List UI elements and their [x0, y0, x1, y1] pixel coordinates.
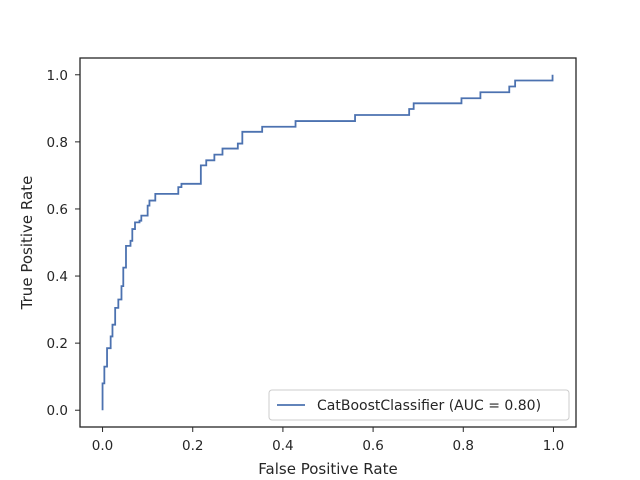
- x-tick-label: 0.4: [272, 438, 293, 454]
- x-tick-label: 0.6: [362, 438, 383, 454]
- legend-entry-label: CatBoostClassifier (AUC = 0.80): [317, 398, 541, 414]
- y-axis-ticks: 0.0 0.2 0.4 0.6 0.8 1.0: [47, 68, 80, 419]
- y-tick-label: 0.8: [47, 135, 68, 151]
- y-tick-label: 0.0: [47, 403, 68, 419]
- x-tick-label: 1.0: [543, 438, 564, 454]
- y-tick-label: 1.0: [47, 68, 68, 84]
- legend-box: [268, 389, 570, 421]
- x-tick-label: 0.2: [182, 438, 203, 454]
- plot-lines: [101, 74, 554, 411]
- y-tick-label: 0.6: [47, 202, 68, 218]
- legend: CatBoostClassifier (AUC = 0.80): [268, 389, 570, 421]
- y-tick-label: 0.4: [47, 269, 68, 285]
- x-axis-ticks: 0.0 0.2 0.4 0.6 0.8 1.0: [92, 427, 564, 454]
- y-axis-label: True Positive Rate: [18, 176, 36, 311]
- x-tick-label: 0.8: [453, 438, 474, 454]
- roc-series-line: [101, 74, 554, 411]
- x-axis-label: False Positive Rate: [258, 460, 397, 478]
- y-tick-label: 0.2: [47, 336, 68, 352]
- x-tick-label: 0.0: [92, 438, 113, 454]
- plot-frame: [79, 57, 577, 428]
